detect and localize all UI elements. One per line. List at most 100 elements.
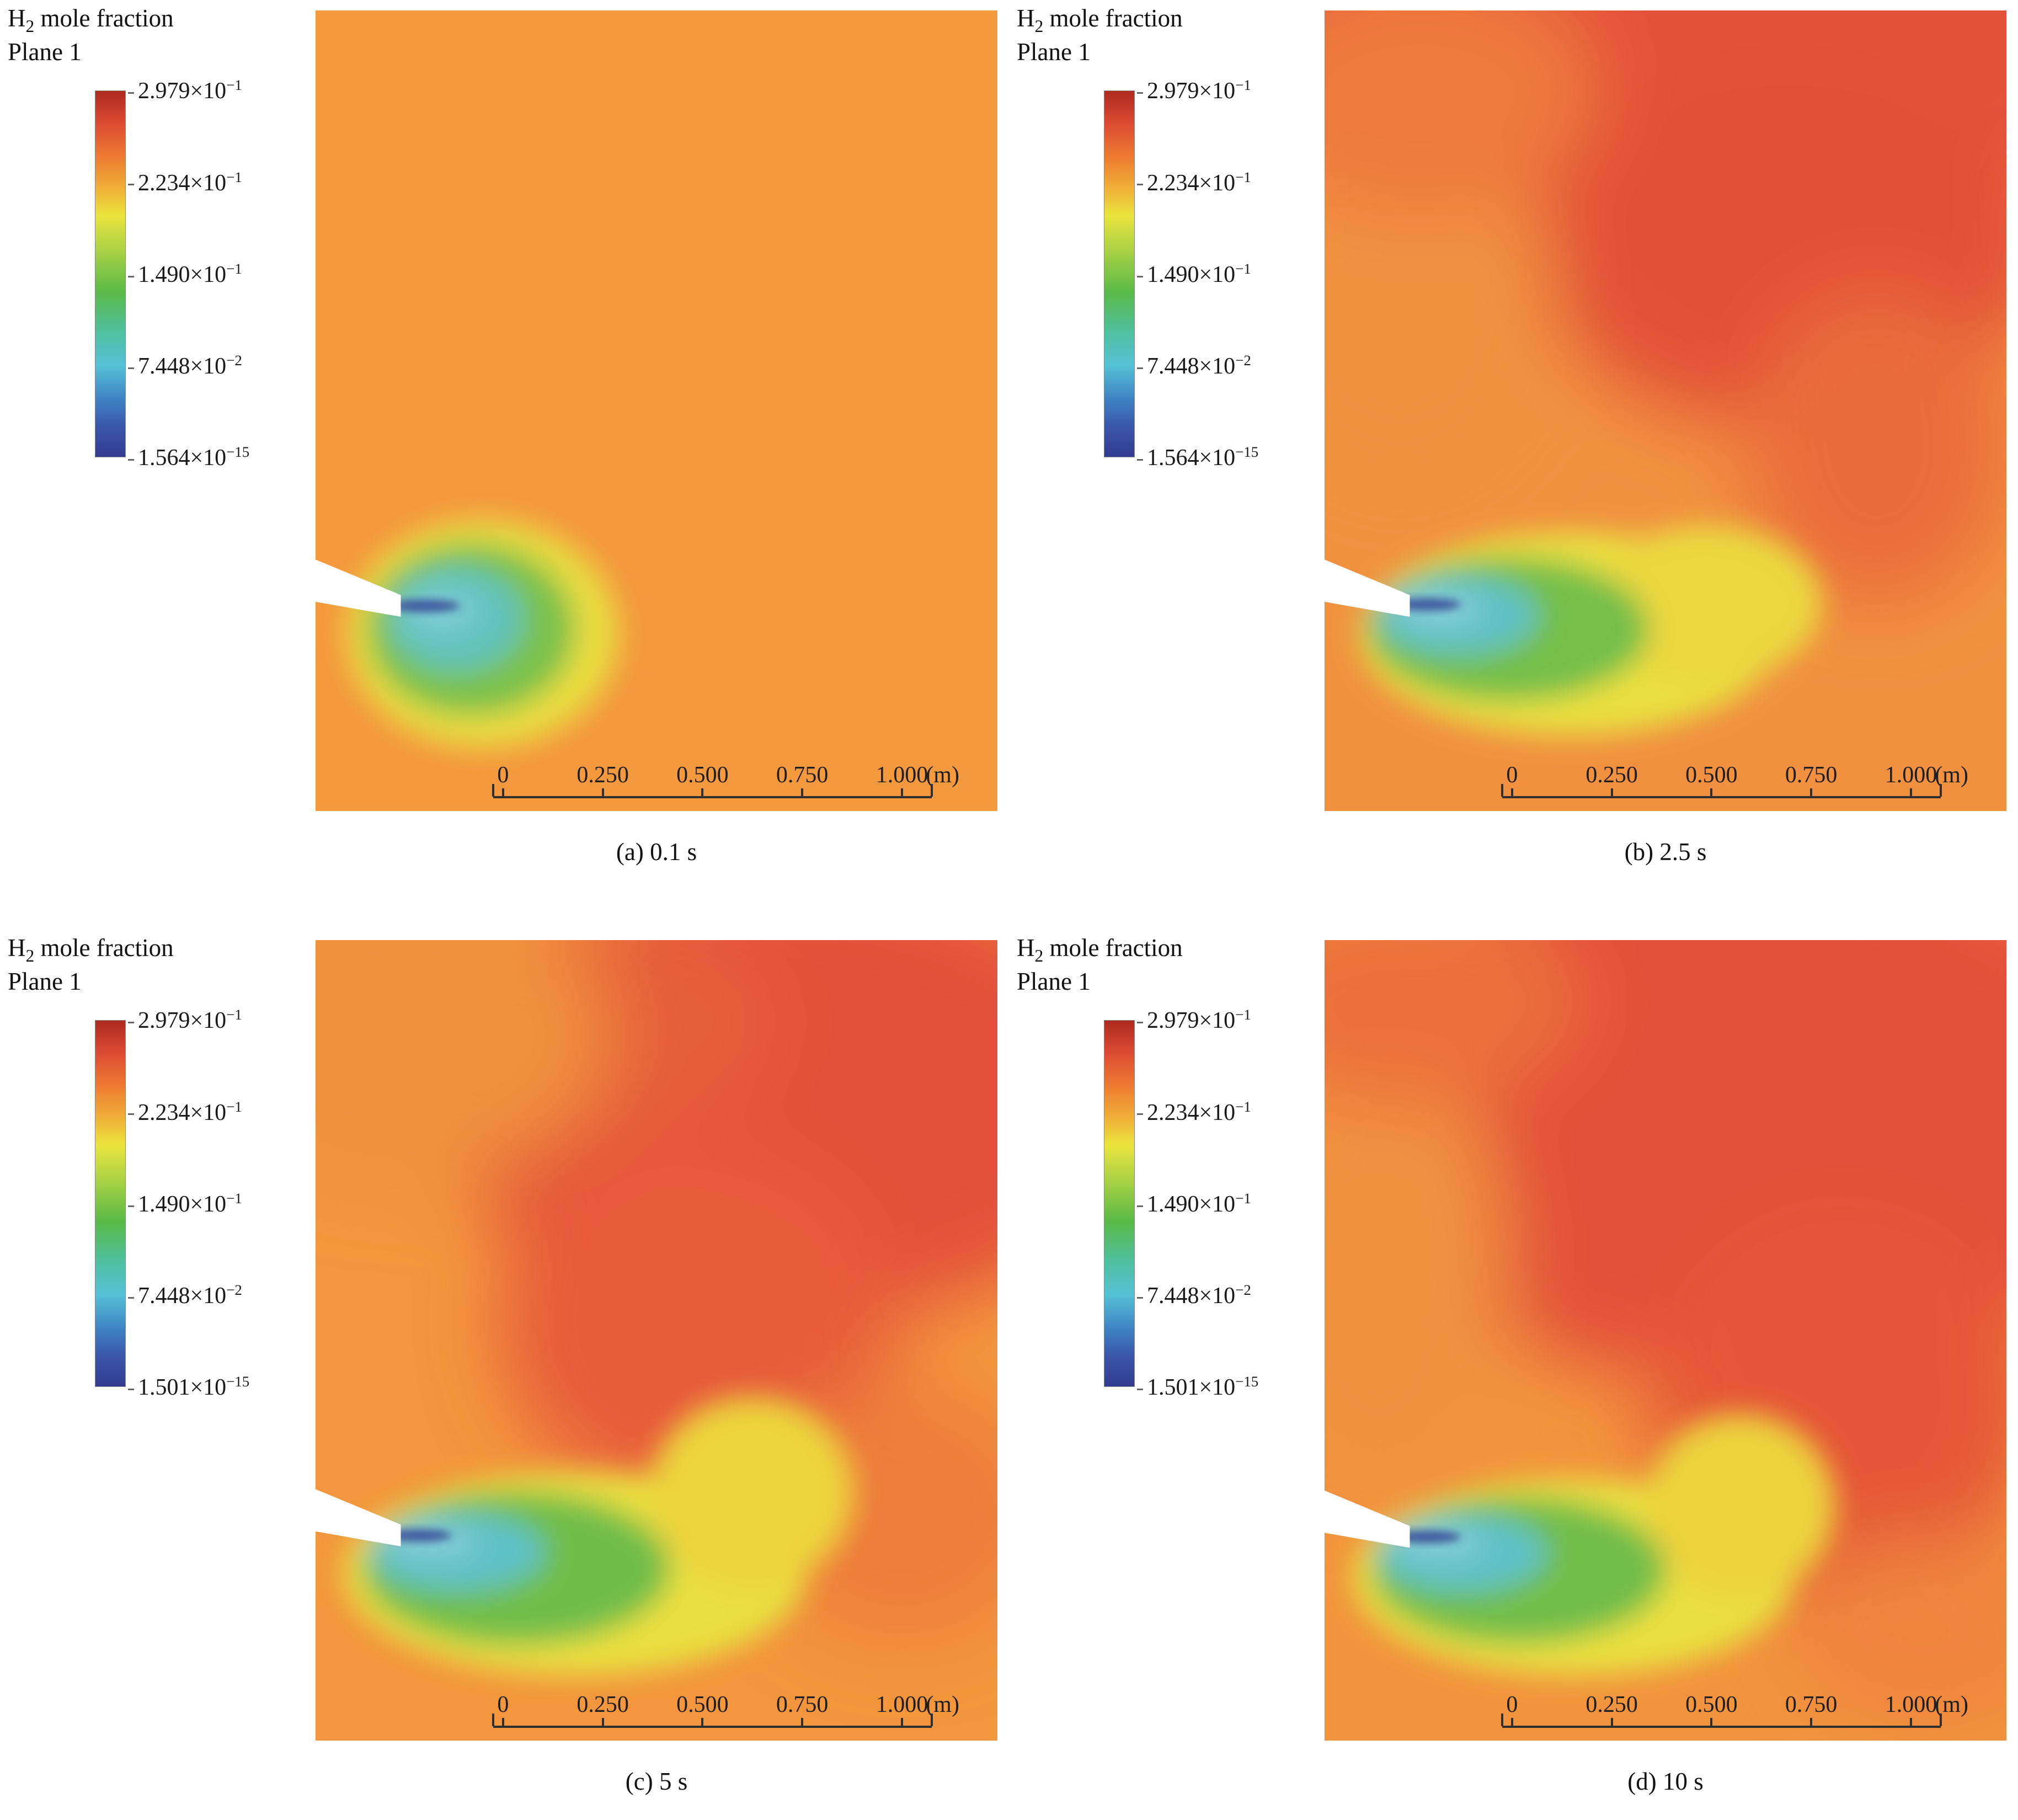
orange-red-top-left [1325, 940, 1584, 1104]
scale-tick [1510, 788, 1513, 797]
scale-tick [701, 788, 704, 797]
plane-label: Plane 1 [1017, 968, 1091, 996]
colorbar-tick-label: 2.234×10−1 [1137, 169, 1251, 196]
colorbar-ticks: 2.979×10−1 2.234×10−1 1.490×10−1 7.448×1… [128, 77, 316, 471]
scale-label: 0.750 [1785, 1691, 1838, 1717]
contour-plot-b: 0 0.250 0.500 0.750 1.000 (m) [1325, 10, 2006, 811]
jet-plume [343, 1396, 855, 1676]
colorbar-tick-label: 1.490×10−1 [1137, 1190, 1251, 1218]
colorbar [1104, 90, 1135, 458]
colorbar-tick-label: 1.490×10−1 [128, 1190, 242, 1218]
background-regions [1325, 10, 2006, 604]
scale-tick [492, 1713, 494, 1726]
nozzle [1325, 1490, 1410, 1548]
contour-plot-d: 0 0.250 0.500 0.750 1.000 (m) [1325, 940, 2006, 1741]
scale-tick [1909, 1717, 1912, 1726]
colorbar-tick-label: 1.501×10−15 [128, 1373, 249, 1401]
jet-plume [1352, 1413, 1836, 1676]
colorbar [95, 90, 126, 458]
orange-region-bottom-right [1788, 1539, 2006, 1731]
colorbar-tick-label: 2.979×10−1 [1137, 77, 1251, 104]
colorbar-tick-label: 7.448×10−2 [1137, 352, 1251, 380]
scale-tick [1610, 1717, 1613, 1726]
jet-plume [346, 519, 620, 749]
panel-a: H2 mole fraction Plane 1 2.979×10−1 2.23… [0, 0, 1009, 930]
panel-caption: (d) 10 s [1627, 1768, 1704, 1795]
scale-label: 1.000 [875, 762, 928, 788]
contour-field-a [316, 10, 997, 811]
colorbar-tick-label: 1.501×10−15 [1137, 1373, 1258, 1401]
orange-red-top-left [1325, 10, 1598, 215]
plane-label: Plane 1 [8, 38, 82, 66]
scale-tick [801, 1717, 804, 1726]
variable-name: H2 mole fraction [1017, 934, 1183, 965]
legend-title: H2 mole fraction Plane 1 [1017, 933, 1325, 997]
plume-yellow-arm [649, 1396, 855, 1588]
scale-tick [1510, 1717, 1513, 1726]
variable-name: H2 mole fraction [8, 934, 174, 965]
variable-name: H2 mole fraction [8, 4, 174, 36]
scale-label: 1.000 [1884, 1691, 1937, 1717]
scale-unit: (m) [1935, 762, 1968, 788]
plume-yellow-tail [1590, 525, 1823, 682]
panel-b: H2 mole fraction Plane 1 2.979×10−1 2.23… [1009, 0, 2018, 930]
scale-line [1502, 796, 1941, 798]
red-tongue-right [1747, 290, 2006, 604]
colorbar-tick-label: 2.234×10−1 [128, 169, 242, 196]
nozzle [316, 1489, 401, 1547]
scale-label: 0 [1506, 1691, 1518, 1717]
plane-label: Plane 1 [8, 968, 82, 996]
colorbar-tick-label: 7.448×10−2 [128, 352, 242, 380]
scale-tick [1810, 788, 1813, 797]
scale-tick [501, 788, 504, 797]
scale-line [1502, 1725, 1941, 1728]
panel-caption: (a) 0.1 s [616, 838, 697, 866]
scale-tick [501, 1717, 504, 1726]
scale-tick [601, 788, 604, 797]
contour-plot-a: 0 0.250 0.500 0.750 1.000 (m) [316, 10, 997, 811]
scale-label: 1.000 [875, 1691, 928, 1717]
legend-c: H2 mole fraction Plane 1 2.979×10−1 2.23… [8, 933, 316, 1400]
legend-title: H2 mole fraction Plane 1 [8, 3, 316, 67]
scale-ruler: 0 0.250 0.500 0.750 1.000 (m) [1501, 1691, 1968, 1728]
scale-label: 0 [497, 1691, 509, 1717]
legend-title: H2 mole fraction Plane 1 [1017, 3, 1325, 67]
panel-d: H2 mole fraction Plane 1 2.979×10−1 2.23… [1009, 930, 2018, 1820]
scale-unit: (m) [926, 762, 959, 788]
panel-caption: (c) 5 s [625, 1768, 688, 1795]
scale-label: 1.000 [1884, 762, 1937, 788]
contour-field-b [1325, 10, 2006, 811]
orange-band-left [1325, 1042, 1509, 1492]
nozzle [1325, 559, 1410, 617]
scale-label: 0.750 [1785, 762, 1838, 788]
scale-tick [1940, 783, 1942, 797]
variable-name: H2 mole fraction [1017, 4, 1183, 36]
scale-ruler: 0 0.250 0.500 0.750 1.000 (m) [1501, 762, 1968, 798]
colorbar-tick-label: 1.564×10−15 [1137, 444, 1258, 471]
scale-line [493, 796, 932, 798]
scale-tick [1710, 788, 1713, 797]
colorbar [95, 1020, 126, 1387]
scale-label: 0.750 [776, 1691, 829, 1717]
jet-core-streak [1392, 1530, 1461, 1543]
scale-label: 0 [1506, 762, 1518, 788]
scale-ruler: 0 0.250 0.500 0.750 1.000 (m) [492, 1691, 959, 1728]
jet-core-streak [389, 600, 461, 612]
scale-tick [931, 783, 933, 797]
scale-tick [801, 788, 804, 797]
scale-tick [900, 788, 903, 797]
nozzle [316, 559, 401, 617]
colorbar-ticks: 2.979×10−1 2.234×10−1 1.490×10−1 7.448×1… [1137, 77, 1325, 471]
contour-plot-c: 0 0.250 0.500 0.750 1.000 (m) [316, 940, 997, 1741]
colorbar-tick-label: 2.979×10−1 [128, 77, 242, 104]
contour-field-d [1325, 940, 2006, 1741]
colorbar-tick-label: 1.564×10−15 [128, 444, 249, 471]
scale-tick [601, 1717, 604, 1726]
colorbar-ticks: 2.979×10−1 2.234×10−1 1.490×10−1 7.448×1… [128, 1006, 316, 1400]
colorbar-tick-label: 7.448×10−2 [1137, 1282, 1251, 1309]
colorbar-tick-label: 2.234×10−1 [128, 1098, 242, 1126]
scale-label: 0 [497, 762, 509, 788]
scale-tick [1501, 783, 1503, 797]
scale-label: 0.500 [1685, 762, 1738, 788]
scale-tick [1909, 788, 1912, 797]
